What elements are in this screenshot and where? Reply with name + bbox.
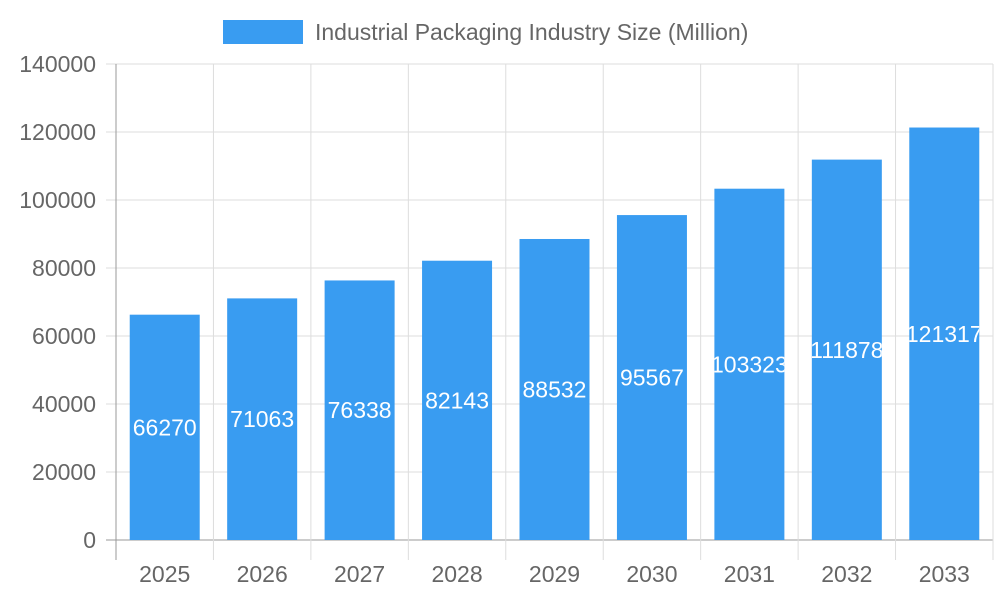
data-label: 76338 [328, 397, 392, 423]
x-tick-label: 2030 [626, 561, 677, 587]
bar [714, 188, 785, 541]
data-label: 95567 [620, 365, 684, 391]
bar [909, 127, 980, 540]
bar [422, 260, 493, 540]
x-tick-label: 2029 [529, 561, 580, 587]
data-label: 66270 [133, 414, 197, 440]
legend-label: Industrial Packaging Industry Size (Mill… [315, 19, 748, 45]
y-tick-label: 60000 [32, 323, 96, 349]
x-tick-label: 2026 [237, 561, 288, 587]
x-tick-label: 2033 [919, 561, 970, 587]
x-tick-label: 2032 [821, 561, 872, 587]
data-label: 111878 [810, 337, 883, 363]
data-label: 121317 [906, 321, 983, 347]
bar [129, 314, 200, 540]
data-label: 82143 [425, 387, 489, 413]
legend-swatch [223, 20, 303, 44]
x-tick-label: 2031 [724, 561, 775, 587]
y-tick-label: 80000 [32, 255, 96, 281]
bar [324, 280, 395, 540]
y-tick-label: 100000 [19, 187, 96, 213]
y-tick-label: 0 [83, 527, 96, 553]
x-tick-label: 2028 [431, 561, 482, 587]
bar [811, 159, 882, 540]
bar [227, 298, 298, 540]
y-tick-label: 40000 [32, 391, 96, 417]
bar [616, 215, 687, 540]
y-tick-label: 120000 [19, 119, 96, 145]
x-tick-label: 2025 [139, 561, 190, 587]
bar [519, 238, 590, 540]
data-label: 103323 [711, 351, 788, 377]
y-tick-label: 140000 [19, 51, 96, 77]
x-tick-label: 2027 [334, 561, 385, 587]
y-tick-label: 20000 [32, 459, 96, 485]
data-label: 88532 [523, 376, 587, 402]
data-label: 71063 [230, 406, 294, 432]
